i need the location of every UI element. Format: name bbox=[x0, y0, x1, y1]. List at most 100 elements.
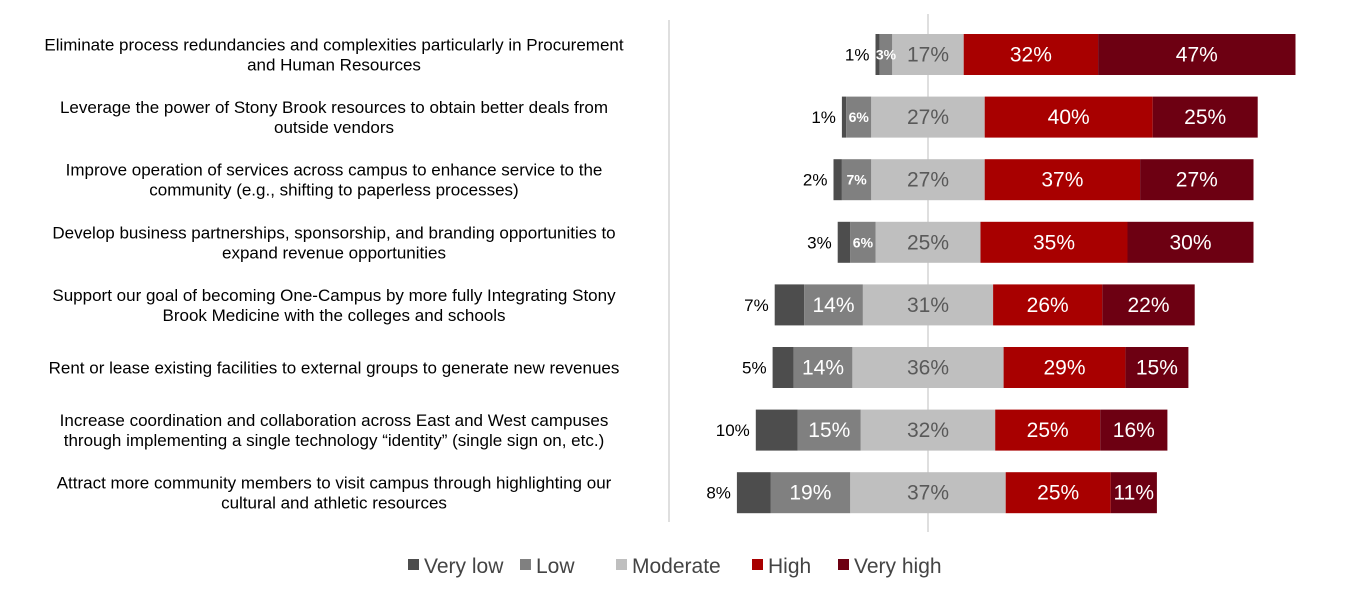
bar-segment-high bbox=[995, 409, 1101, 451]
legend-label: High bbox=[768, 555, 811, 578]
value-label: 10% bbox=[716, 421, 750, 440]
category-label: Support our goal of becoming One-Campus … bbox=[52, 286, 616, 325]
bar-segment-low bbox=[797, 409, 861, 451]
value-label: 1% bbox=[845, 46, 870, 65]
bar-segment-low bbox=[850, 221, 876, 263]
bar-segment-high bbox=[980, 221, 1128, 263]
category-label-line: through implementing a single technology… bbox=[64, 431, 605, 450]
bar-segment-very-low bbox=[837, 221, 851, 263]
value-label: 26% bbox=[1027, 294, 1069, 317]
bar-segment-very-high bbox=[1110, 472, 1157, 514]
legend-label: Moderate bbox=[632, 555, 721, 578]
category-label-line: Support our goal of becoming One-Campus … bbox=[52, 286, 616, 305]
value-label: 17% bbox=[907, 44, 949, 67]
value-label: 36% bbox=[907, 357, 949, 380]
value-label: 32% bbox=[907, 419, 949, 442]
bar-segment-very-low bbox=[755, 409, 798, 451]
value-label: 25% bbox=[1037, 482, 1079, 505]
value-label: 25% bbox=[1184, 106, 1226, 129]
value-label: 25% bbox=[907, 231, 949, 254]
value-label: 15% bbox=[808, 419, 850, 442]
bar-segment-very-high bbox=[1125, 347, 1189, 388]
value-label: 11% bbox=[1114, 482, 1154, 505]
legend: Very low Low Moderate High Very high bbox=[408, 555, 942, 578]
category-label-line: Improve operation of services across cam… bbox=[66, 161, 603, 180]
value-label: 14% bbox=[812, 294, 854, 317]
value-label: 35% bbox=[1033, 231, 1075, 254]
bar-segment-very-high bbox=[1102, 284, 1195, 326]
category-label-line: community (e.g., shifting to paperless p… bbox=[149, 181, 518, 200]
value-label: 7% bbox=[744, 296, 769, 315]
category-label-line: Brook Medicine with the colleges and sch… bbox=[162, 306, 505, 325]
bar-segment-high bbox=[1003, 347, 1126, 388]
legend-swatch bbox=[616, 559, 627, 570]
value-label: 40% bbox=[1048, 106, 1090, 129]
bar-segment-low bbox=[879, 34, 893, 75]
value-label: 16% bbox=[1113, 419, 1155, 442]
value-label: 5% bbox=[742, 359, 767, 378]
value-label: 25% bbox=[1027, 419, 1069, 442]
bar-segment-very-high bbox=[1127, 221, 1254, 263]
bar-segment-high bbox=[993, 284, 1103, 326]
value-label: 15% bbox=[1136, 357, 1178, 380]
bar-segment-very-low bbox=[774, 284, 805, 326]
bar-segment-low bbox=[793, 347, 853, 388]
legend-label: Low bbox=[536, 555, 575, 578]
value-label: 22% bbox=[1127, 294, 1169, 317]
bar-segment-very-high bbox=[1100, 409, 1168, 451]
bar-segment-high bbox=[1005, 472, 1111, 514]
bar-segment-low bbox=[841, 159, 872, 201]
value-label: 19% bbox=[789, 482, 831, 505]
legend-swatch bbox=[520, 559, 531, 570]
bar-segment-very-low bbox=[833, 159, 842, 201]
legend-label: Very low bbox=[424, 555, 504, 578]
category-label-line: Eliminate process redundancies and compl… bbox=[44, 36, 623, 55]
category-label-line: Develop business partnerships, sponsorsh… bbox=[52, 223, 615, 242]
value-label: 37% bbox=[907, 482, 949, 505]
category-label: Improve operation of services across cam… bbox=[66, 161, 603, 200]
category-label-line: outside vendors bbox=[274, 118, 394, 137]
value-label: 30% bbox=[1169, 231, 1211, 254]
category-label: Develop business partnerships, sponsorsh… bbox=[52, 223, 615, 262]
value-label: 32% bbox=[1010, 44, 1052, 67]
value-label: 6% bbox=[849, 109, 870, 125]
value-label: 2% bbox=[803, 171, 828, 190]
category-label: Eliminate process redundancies and compl… bbox=[44, 36, 623, 75]
bars bbox=[736, 34, 1296, 514]
value-label: 6% bbox=[853, 234, 874, 250]
value-label: 27% bbox=[907, 169, 949, 192]
legend-swatch bbox=[838, 559, 849, 570]
value-label: 3% bbox=[876, 47, 897, 63]
value-label: 31% bbox=[907, 294, 949, 317]
bar-segment-very-low bbox=[841, 96, 847, 138]
category-label-line: Increase coordination and collaboration … bbox=[60, 411, 609, 430]
legend-label: Very high bbox=[854, 555, 942, 578]
bar-segment-very-high bbox=[1098, 34, 1296, 75]
value-labels: 1% 3% 17% 32% 47% 1% 6% 27% 40% 25% 2% 7% 27% 37% 27% 3… bbox=[706, 44, 1226, 505]
bar-segment-low bbox=[846, 96, 872, 138]
bar-segment-very-low bbox=[736, 472, 771, 514]
legend-swatch bbox=[752, 559, 763, 570]
bar-segment-high bbox=[984, 96, 1153, 138]
bar-segment-low bbox=[770, 472, 851, 514]
value-label: 14% bbox=[802, 357, 844, 380]
category-label: Increase coordination and collaboration … bbox=[60, 411, 609, 450]
category-label-line: cultural and athletic resources bbox=[221, 494, 447, 513]
legend-swatch bbox=[408, 559, 419, 570]
value-label: 7% bbox=[846, 172, 867, 188]
bar-segment-very-low bbox=[875, 34, 880, 75]
value-label: 27% bbox=[1176, 169, 1218, 192]
category-label-line: Rent or lease existing facilities to ext… bbox=[49, 359, 620, 378]
value-label: 1% bbox=[811, 108, 836, 127]
value-label: 29% bbox=[1043, 357, 1085, 380]
bar-segment-very-high bbox=[1152, 96, 1258, 138]
value-label: 37% bbox=[1041, 169, 1083, 192]
value-label: 8% bbox=[706, 484, 731, 503]
category-label-line: expand revenue opportunities bbox=[222, 243, 446, 262]
bar-segment-high bbox=[984, 159, 1141, 201]
value-label: 27% bbox=[907, 106, 949, 129]
value-label: 47% bbox=[1176, 44, 1218, 67]
category-label: Attract more community members to visit … bbox=[57, 474, 612, 513]
bar-segment-very-high bbox=[1140, 159, 1254, 201]
